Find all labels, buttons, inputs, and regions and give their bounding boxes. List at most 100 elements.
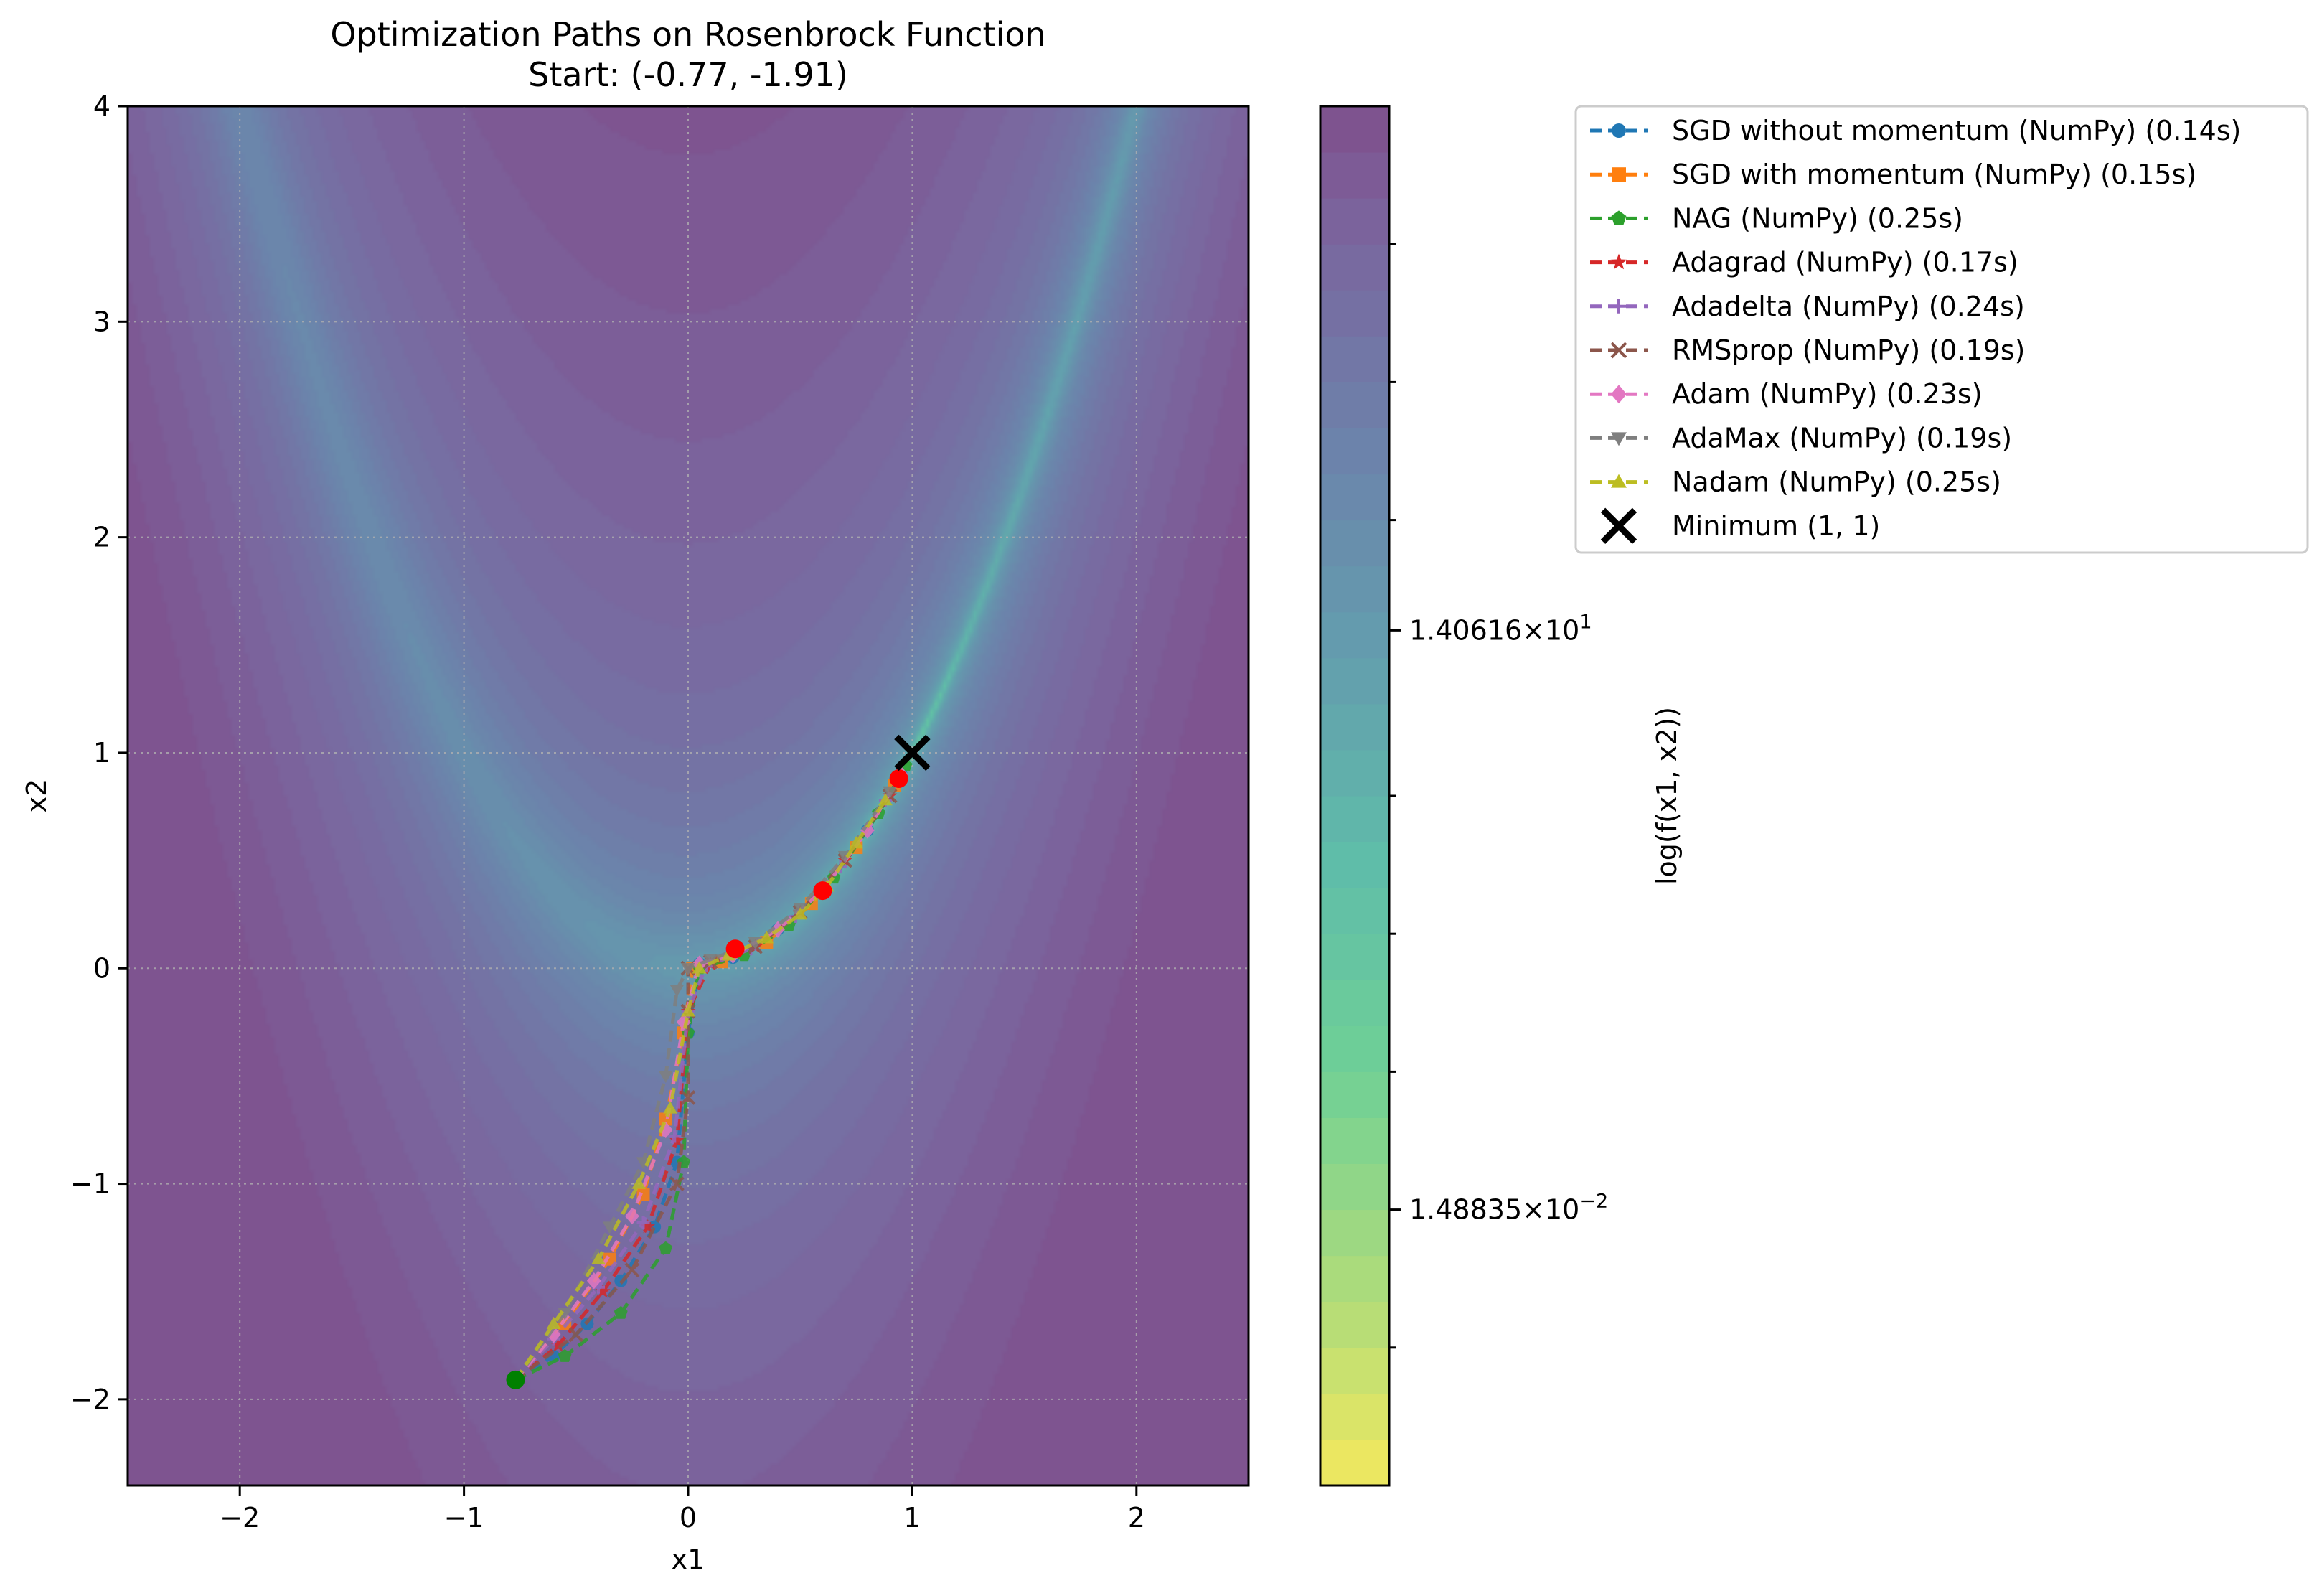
y-tick-label: 0 [93, 952, 111, 984]
colorbar-band [1320, 1025, 1389, 1072]
path-marker [591, 1252, 606, 1264]
path-marker [669, 985, 685, 998]
legend-label: Adagrad (NumPy) (0.17s) [1672, 247, 2018, 278]
path-marker [568, 1327, 584, 1343]
x-axis-label: x1 [672, 1544, 705, 1575]
legend-item-minimum: Minimum (1, 1) [1600, 507, 1880, 544]
colorbar-band [1320, 749, 1389, 797]
path-marker [1610, 253, 1627, 270]
path-marker [663, 1101, 677, 1114]
path-marker [1611, 432, 1627, 446]
colorbar-band [1320, 1393, 1389, 1440]
colorbar-band [1320, 474, 1389, 521]
colorbar-tick-label: 1.48835×10−2 [1409, 1191, 1608, 1226]
path-marker [558, 1348, 572, 1362]
path-marker [640, 1219, 656, 1234]
colorbar-band [1320, 657, 1389, 705]
colorbar-band [1320, 1301, 1389, 1348]
legend-item: AdaMax (NumPy) (0.19s) [1590, 422, 2012, 454]
colorbar-band [1320, 244, 1389, 291]
legend-item: Adagrad (NumPy) (0.17s) [1590, 247, 2018, 278]
optimizer-paths [508, 759, 913, 1389]
colorbar-band [1320, 106, 1389, 153]
path-marker [1611, 210, 1627, 225]
x-tick-label: −1 [444, 1502, 484, 1534]
legend-label: Minimum (1, 1) [1672, 510, 1880, 542]
legend-label: Adam (NumPy) (0.23s) [1672, 378, 1983, 410]
colorbar-band [1320, 198, 1389, 245]
path-marker [669, 1132, 685, 1147]
colorbar-band [1320, 1255, 1389, 1302]
y-tick-label: 1 [93, 737, 111, 769]
path-marker [669, 1176, 685, 1191]
contour-image [128, 106, 1249, 1485]
legend-label: RMSprop (NumPy) (0.19s) [1672, 334, 2025, 366]
colorbar-band [1320, 703, 1389, 751]
path-marker [860, 822, 875, 839]
path-marker [602, 1221, 617, 1234]
path-marker [759, 931, 774, 944]
path-marker [1612, 167, 1626, 182]
legend-box [1574, 105, 2309, 554]
colorbar-band [1320, 934, 1389, 980]
path-marker [614, 1305, 628, 1319]
path-marker [692, 961, 707, 974]
chart-subtitle: Start: (-0.77, -1.91) [528, 55, 848, 94]
red-marker [889, 769, 908, 788]
chart-title: Optimization Paths on Rosenbrock Functio… [330, 15, 1045, 54]
path-marker [586, 1272, 601, 1290]
colorbar-band [1320, 1071, 1389, 1118]
legend: SGD without momentum (NumPy) (0.14s) SGD … [1574, 105, 2309, 554]
y-tick-label: 2 [93, 522, 111, 553]
path-marker [659, 1241, 673, 1254]
path-marker [703, 954, 718, 967]
y-tick-label: 4 [93, 90, 111, 122]
path-marker [625, 1207, 639, 1225]
colorbar-band [1320, 796, 1389, 842]
y-axis: −2 −1 0 1 2 3 4 [70, 90, 128, 1415]
colorbar-band [1320, 336, 1389, 382]
path-marker [1612, 123, 1626, 138]
path-marker [1612, 299, 1626, 314]
colorbar-band [1320, 382, 1389, 428]
legend-item: Nadam (NumPy) (0.25s) [1590, 466, 2001, 498]
colorbar-bands [1320, 106, 1389, 1486]
colorbar-band [1320, 888, 1389, 934]
colorbar-label: log(f(x1, x2)) [1651, 707, 1683, 885]
x-axis: −2 −1 0 1 2 [220, 1485, 1145, 1534]
path-marker [546, 1316, 561, 1329]
path-marker [596, 1283, 611, 1298]
legend-item: Adadelta (NumPy) (0.24s) [1590, 291, 2025, 322]
colorbar: 1.40616×101 1.48835×10−2 log(f(x1, x2)) [1319, 105, 1683, 1487]
colorbar-band [1320, 520, 1389, 567]
special-markers [506, 734, 931, 1389]
path-marker [680, 1090, 696, 1105]
path-marker [1611, 474, 1627, 488]
path-marker [1611, 385, 1627, 404]
legend-item: RMSprop (NumPy) (0.19s) [1590, 334, 2025, 366]
colorbar-band [1320, 152, 1389, 199]
contour-background [128, 106, 1249, 1485]
path-marker [883, 786, 898, 799]
colorbar-band [1320, 1117, 1389, 1165]
colorbar-tick-label: 1.40616×101 [1409, 611, 1592, 646]
colorbar-band [1320, 290, 1389, 337]
legend-label: Nadam (NumPy) (0.25s) [1672, 466, 2001, 498]
series-line [514, 790, 892, 1381]
path-marker [636, 1216, 650, 1229]
plot-area [128, 106, 1249, 1485]
x-tick-label: 2 [1128, 1502, 1145, 1534]
path-marker [878, 793, 893, 806]
legend-label: SGD with momentum (NumPy) (0.15s) [1672, 159, 2196, 190]
colorbar-band [1320, 1209, 1389, 1257]
red-marker [813, 881, 832, 901]
colorbar-band [1320, 565, 1389, 613]
path-marker [1610, 342, 1627, 359]
red-marker [725, 939, 745, 959]
colorbar-band [1320, 842, 1389, 888]
x-tick-label: 0 [680, 1502, 697, 1534]
start-point-marker [506, 1370, 525, 1389]
legend-item: SGD with momentum (NumPy) (0.15s) [1590, 159, 2196, 190]
legend-label: Adadelta (NumPy) (0.24s) [1672, 291, 2025, 322]
